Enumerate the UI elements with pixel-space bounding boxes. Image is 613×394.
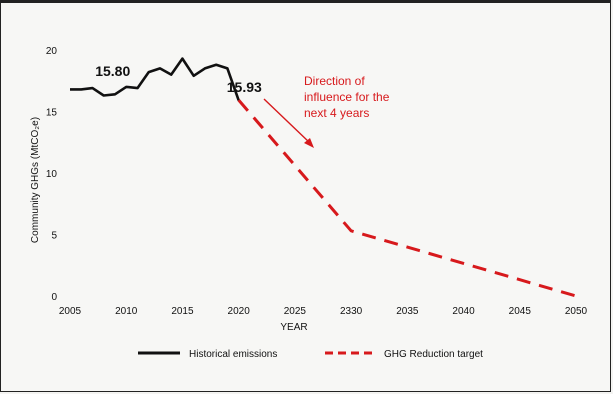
- series-line-target: [237, 99, 577, 298]
- legend: Historical emissions GHG Reduction targe…: [138, 349, 483, 360]
- series-line-historical: [70, 57, 240, 101]
- direction-annotation: Direction of influence for the next 4 ye…: [263, 74, 390, 148]
- annotation-arrowhead: [304, 138, 314, 148]
- x-tick-label: 2010: [115, 306, 138, 317]
- legend-label-historical: Historical emissions: [189, 349, 277, 360]
- x-tick-label: 2050: [565, 306, 588, 317]
- y-tick-label: 5: [51, 231, 57, 242]
- x-tick-label: 2040: [452, 306, 475, 317]
- x-axis-label: YEAR: [280, 322, 307, 333]
- x-tick-label: 2025: [284, 306, 307, 317]
- legend-label-target: GHG Reduction target: [384, 349, 483, 360]
- y-tick-label: 15: [46, 108, 58, 119]
- value-callout: 15.93: [227, 79, 262, 95]
- x-tick-label: 2005: [59, 306, 82, 317]
- y-axis-label: Community GHGs (MtCO₂e): [30, 117, 41, 243]
- x-tick-label: 2015: [171, 306, 194, 317]
- x-tick-label: 2020: [228, 306, 251, 317]
- series-lines: [70, 57, 577, 298]
- y-tick-label: 10: [46, 169, 58, 180]
- y-tick-label: 0: [51, 292, 57, 303]
- annotation-line-2: influence for the: [304, 90, 390, 104]
- value-callouts: 15.80 15.93: [95, 63, 262, 95]
- y-tick-label: 20: [46, 46, 58, 57]
- x-tick-labels: 2005 2010 2015 2020 2025 2330 2035 2040 2045 2050: [59, 306, 588, 317]
- annotation-line-1: Direction of: [304, 74, 365, 88]
- annotation-arrow-line: [263, 98, 311, 144]
- x-tick-label: 2330: [340, 306, 363, 317]
- x-tick-label: 2035: [396, 306, 419, 317]
- y-tick-labels: 0 5 10 15 20: [46, 46, 58, 303]
- value-callout: 15.80: [95, 63, 130, 79]
- x-tick-label: 2045: [509, 306, 532, 317]
- annotation-line-3: next 4 years: [304, 106, 369, 120]
